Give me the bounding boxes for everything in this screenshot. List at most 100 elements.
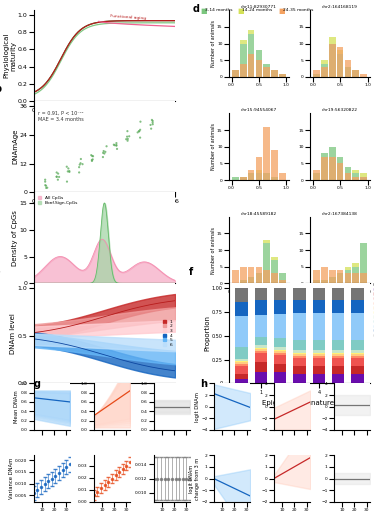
Title: chr2:167384138: chr2:167384138 [322,211,358,216]
Point [76,163,82,172]
Bar [240,44,246,77]
Y-axis label: logit DNAm: logit DNAm [195,392,200,422]
Text: 14-24 months: 14-24 months [242,8,273,12]
Bar [263,240,270,243]
Point [89,157,95,165]
Bar [263,270,270,283]
Bar [332,374,344,383]
Bar [271,260,278,283]
Point [135,129,141,137]
Bar [329,44,336,77]
Bar [313,270,320,283]
Bar [248,54,254,77]
Point [88,151,94,159]
Point [111,141,117,149]
Bar [345,174,351,180]
Point [77,159,83,167]
Y-axis label: logit DNAm
change from 3 m: logit DNAm change from 3 m [189,458,200,500]
Bar [279,74,286,77]
X-axis label: DNAm level: DNAm level [245,299,273,304]
Point [89,156,95,164]
Bar [263,174,270,180]
Bar [313,366,325,374]
Point [43,184,49,192]
Bar [255,345,267,348]
Bar [248,34,254,77]
Bar [332,366,344,374]
Point [100,153,106,161]
Point [101,150,107,158]
Legend: 1, 2, 3, 4, 5, 6: 1, 2, 3, 4, 5, 6 [162,318,175,349]
Bar [255,351,267,353]
Bar [351,356,364,358]
Point [78,155,84,163]
Bar [255,50,262,77]
Point [66,167,72,175]
Bar [345,273,351,283]
Bar [293,313,306,339]
Bar [263,127,270,180]
Bar [321,60,328,63]
Bar [240,177,246,180]
Bar [235,358,248,361]
Bar [271,177,278,180]
Bar [332,288,344,301]
Title: chr18:45589182: chr18:45589182 [241,211,277,216]
Bar [313,313,325,339]
Bar [235,366,248,374]
Bar [255,353,267,362]
Point [44,184,50,192]
Bar [332,313,344,339]
Bar [337,50,343,54]
Bar [332,339,344,350]
Bar [329,44,336,77]
Bar [235,374,248,379]
Bar [271,70,278,77]
Bar [313,353,325,354]
Bar [235,316,248,347]
Bar [255,337,267,345]
Text: ■: ■ [279,8,285,14]
Bar [360,243,367,283]
Bar [255,372,267,383]
Bar [352,273,359,283]
Text: 24-35 months: 24-35 months [283,8,314,12]
Y-axis label: Mean DNAm: Mean DNAm [14,390,19,423]
Bar [255,348,267,349]
Bar [293,354,306,356]
Point [42,181,48,189]
Bar [255,362,267,372]
Point [137,125,143,134]
Point [150,120,156,129]
Legend: All CpGs, Bonf.Sign.CpGs: All CpGs, Bonf.Sign.CpGs [36,195,80,207]
Y-axis label: DNAmAge: DNAmAge [12,129,18,164]
Bar [271,150,278,180]
Bar [240,267,246,283]
Bar [321,280,328,283]
Bar [332,350,344,353]
Bar [329,37,336,44]
Point [125,135,131,143]
Point [67,168,73,176]
Bar [240,40,246,44]
Point [65,167,71,176]
Legend: InterCGP, CpG islands, Enhancers, 5-UTR, 3-UTRs, cds, Exons, Intergenic, Introns: InterCGP, CpG islands, Enhancers, 5-UTR,… [372,281,374,339]
Bar [337,54,343,77]
Bar [255,288,267,301]
Bar [279,74,286,77]
Bar [248,267,254,283]
Point [113,139,119,147]
Bar [329,276,336,283]
Bar [274,350,286,351]
Bar [352,70,359,77]
Bar [263,243,270,283]
Bar [337,47,343,77]
Bar [345,267,351,270]
X-axis label: DNAm levels change
from 3 to 30 months: DNAm levels change from 3 to 30 months [68,300,141,313]
Bar [263,67,270,77]
Bar [235,288,248,303]
Bar [337,270,343,283]
Point [43,182,49,190]
X-axis label: Age: Age [98,389,111,395]
Bar [248,276,254,283]
